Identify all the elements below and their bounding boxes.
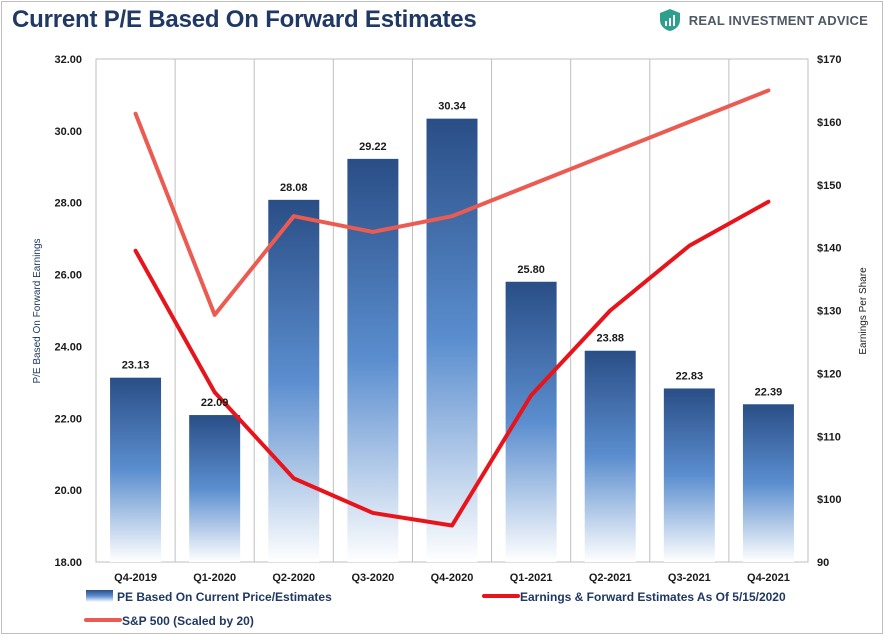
bar <box>742 404 794 562</box>
bar <box>584 350 636 562</box>
y-left-tick: 24.00 <box>54 341 82 353</box>
shield-logo-icon <box>659 9 680 31</box>
y-right-tick: 90 <box>817 557 829 569</box>
legend-label-earnings: Earnings & Forward Estimates As Of 5/15/… <box>520 590 786 604</box>
y-left-axis-title: P/E Based On Forward Earnings <box>32 238 43 383</box>
y-right-tick: $170 <box>817 54 841 66</box>
bar <box>110 377 162 562</box>
data-labels: 23.13 22.09 28.08 29.22 30.34 25.80 23.88 22.83… <box>122 101 782 409</box>
x-tick: Q4-2020 <box>431 572 474 584</box>
y-right-tick: $150 <box>817 180 841 192</box>
x-tick: Q2-2020 <box>272 572 315 584</box>
axes: 18.00 20.00 22.00 24.00 26.00 28.00 30.00 32.00… <box>32 54 869 584</box>
y-right-tick: $110 <box>817 431 841 443</box>
legend-label-sp500: S&P 500 (Scaled by 20) <box>122 614 254 628</box>
y-left-tick: 26.00 <box>54 270 82 282</box>
bar <box>268 199 320 562</box>
bar-value-label: 29.22 <box>359 141 387 153</box>
bar-value-label: 28.08 <box>280 182 308 194</box>
bar-value-label: 25.80 <box>517 264 545 276</box>
y-right-tick: $120 <box>817 368 841 380</box>
y-left-tick: 30.00 <box>54 126 82 138</box>
bar <box>426 118 478 563</box>
y-right-tick: $160 <box>817 117 841 129</box>
earnings-line <box>133 199 771 528</box>
bar <box>189 415 241 562</box>
y-left-tick: 18.00 <box>54 557 82 569</box>
x-tick: Q4-2019 <box>114 572 157 584</box>
y-left-tick: 20.00 <box>54 485 82 497</box>
x-tick: Q3-2021 <box>668 572 711 584</box>
y-left-tick: 32.00 <box>54 54 82 66</box>
brand-name: REAL INVESTMENT ADVICE <box>688 12 868 28</box>
x-tick: Q4-2021 <box>747 572 790 584</box>
legend-label-bar: PE Based On Current Price/Estimates <box>117 590 332 604</box>
y-right-axis-title: Earnings Per Share <box>858 267 869 355</box>
x-tick: Q2-2021 <box>589 572 632 584</box>
bar-value-label: 23.13 <box>122 360 150 372</box>
y-right-tick: $100 <box>817 494 841 506</box>
bar-value-label: 22.39 <box>755 386 783 398</box>
y-right-tick: $140 <box>817 243 841 255</box>
bar-value-label: 22.09 <box>201 397 229 409</box>
sp500-line <box>133 88 771 317</box>
bar <box>663 388 715 562</box>
brand: REAL INVESTMENT ADVICE <box>659 8 868 32</box>
x-tick: Q1-2021 <box>510 572 553 584</box>
legend: PE Based On Current Price/Estimates Earni… <box>84 590 786 628</box>
bar-value-label: 22.83 <box>676 370 704 382</box>
page-title: Current P/E Based On Forward Estimates <box>12 6 477 33</box>
bar-value-label: 30.34 <box>438 101 466 113</box>
bars <box>110 118 794 563</box>
bar-value-label: 23.88 <box>596 333 624 345</box>
legend-swatch-bar <box>86 590 113 602</box>
x-tick: Q3-2020 <box>351 572 394 584</box>
y-right-tick: $130 <box>817 306 841 318</box>
x-tick: Q1-2020 <box>193 572 236 584</box>
y-left-tick: 28.00 <box>54 198 82 210</box>
y-left-tick: 22.00 <box>54 413 82 425</box>
lines <box>133 88 771 528</box>
bar <box>347 158 399 563</box>
